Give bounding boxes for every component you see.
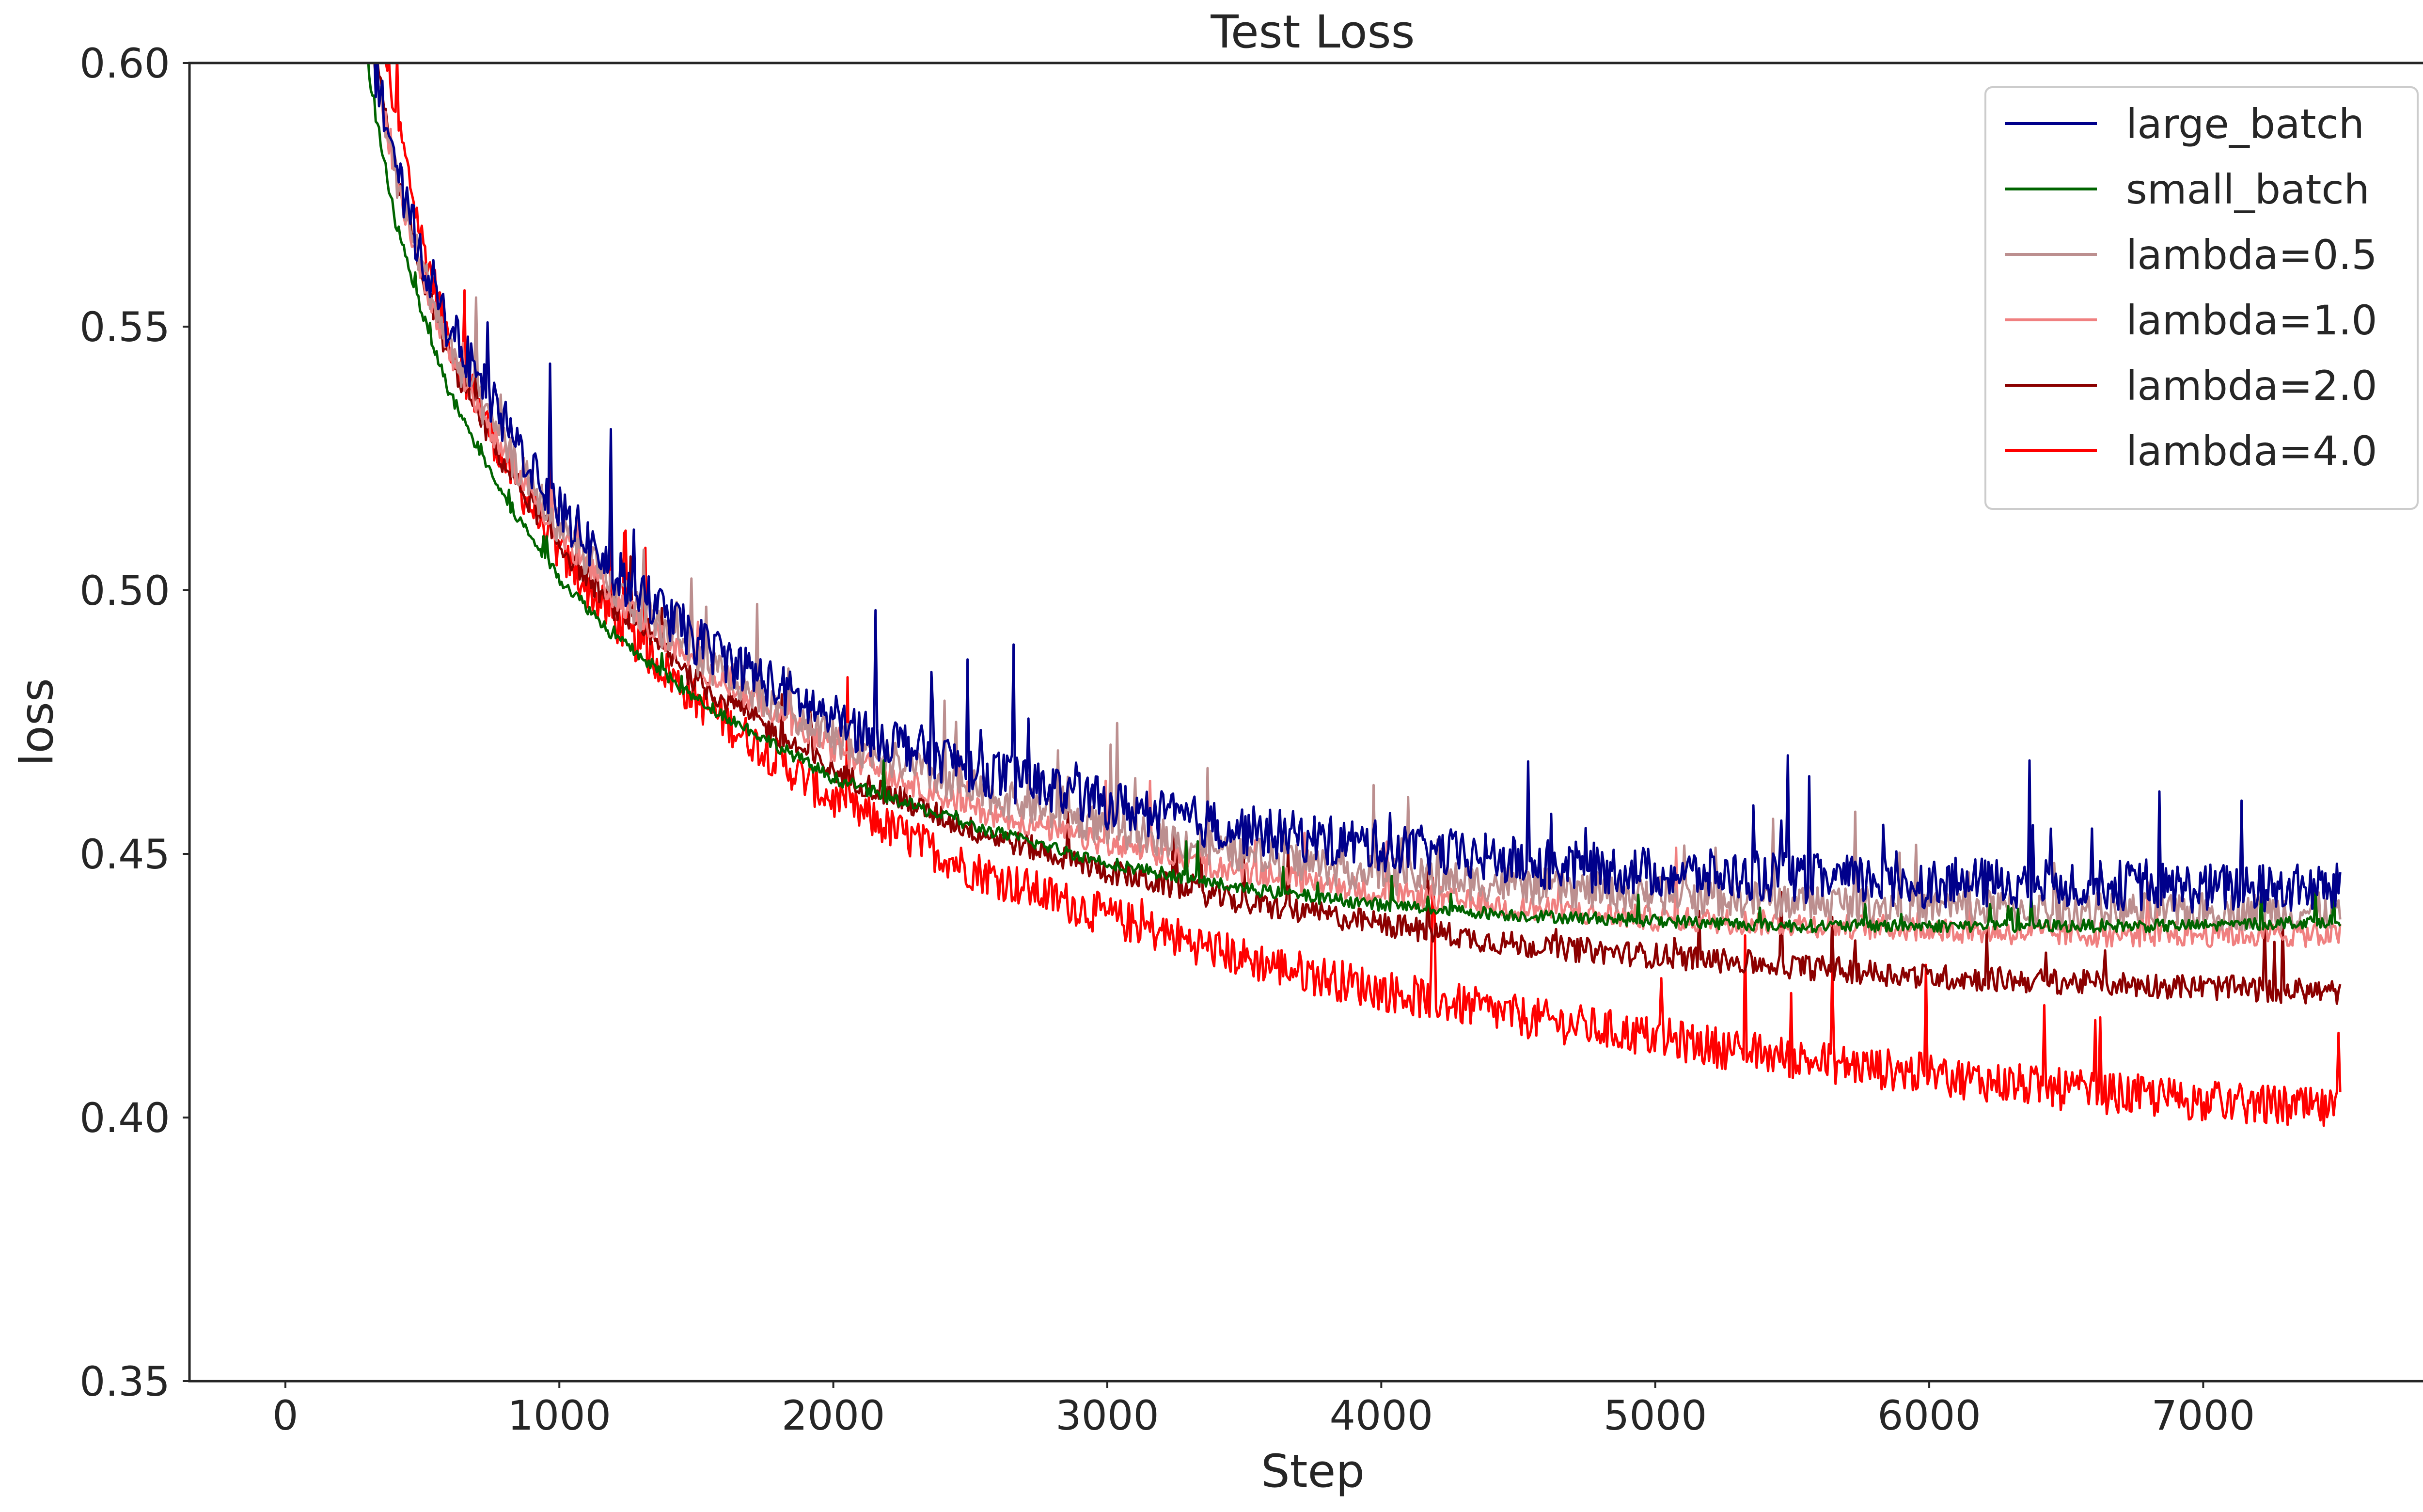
y-tick-label: 0.60 [79, 40, 170, 87]
y-tick-label: 0.55 [79, 303, 170, 351]
legend-label: large_batch [2126, 100, 2364, 148]
legend-label: lambda=4.0 [2126, 427, 2377, 475]
y-tick-label: 0.40 [79, 1094, 170, 1142]
x-axis-title: Step [1261, 1445, 1365, 1498]
y-axis-title: loss [11, 678, 63, 766]
chart-title: Test Loss [1210, 6, 1415, 59]
x-tick-label: 2000 [782, 1392, 885, 1439]
series-layer [367, 63, 2342, 1127]
series-line-large-batch [373, 63, 2342, 914]
legend-label: lambda=2.0 [2126, 362, 2377, 410]
x-tick-label: 4000 [1329, 1392, 1433, 1439]
plot-frame [188, 62, 2423, 1383]
x-axis: 0 1000 2000 3000 4000 5000 6000 7000 [272, 1381, 2255, 1439]
y-tick-label: 0.35 [79, 1358, 170, 1405]
legend-box [1984, 86, 2419, 510]
series-line-lambda-4-0 [384, 63, 2342, 1127]
x-tick-label: 5000 [1604, 1392, 1707, 1439]
legend-label: lambda=0.5 [2126, 231, 2377, 279]
legend-label: lambda=1.0 [2126, 297, 2377, 344]
x-tick-label: 1000 [507, 1392, 611, 1439]
series-line-small-batch [367, 63, 2342, 933]
legend: large_batch small_batch lambda=0.5 lambda=1… [1984, 86, 2419, 510]
y-tick-label: 0.45 [79, 831, 170, 878]
x-tick-label: 3000 [1055, 1392, 1159, 1439]
legend-label: small_batch [2126, 166, 2370, 213]
y-axis: 0.35 0.40 0.45 0.50 0.55 0.60 [79, 40, 189, 1405]
x-tick-label: 0 [272, 1392, 298, 1439]
x-tick-label: 7000 [2152, 1392, 2255, 1439]
y-tick-label: 0.50 [79, 567, 170, 614]
x-tick-label: 6000 [1877, 1392, 1981, 1439]
